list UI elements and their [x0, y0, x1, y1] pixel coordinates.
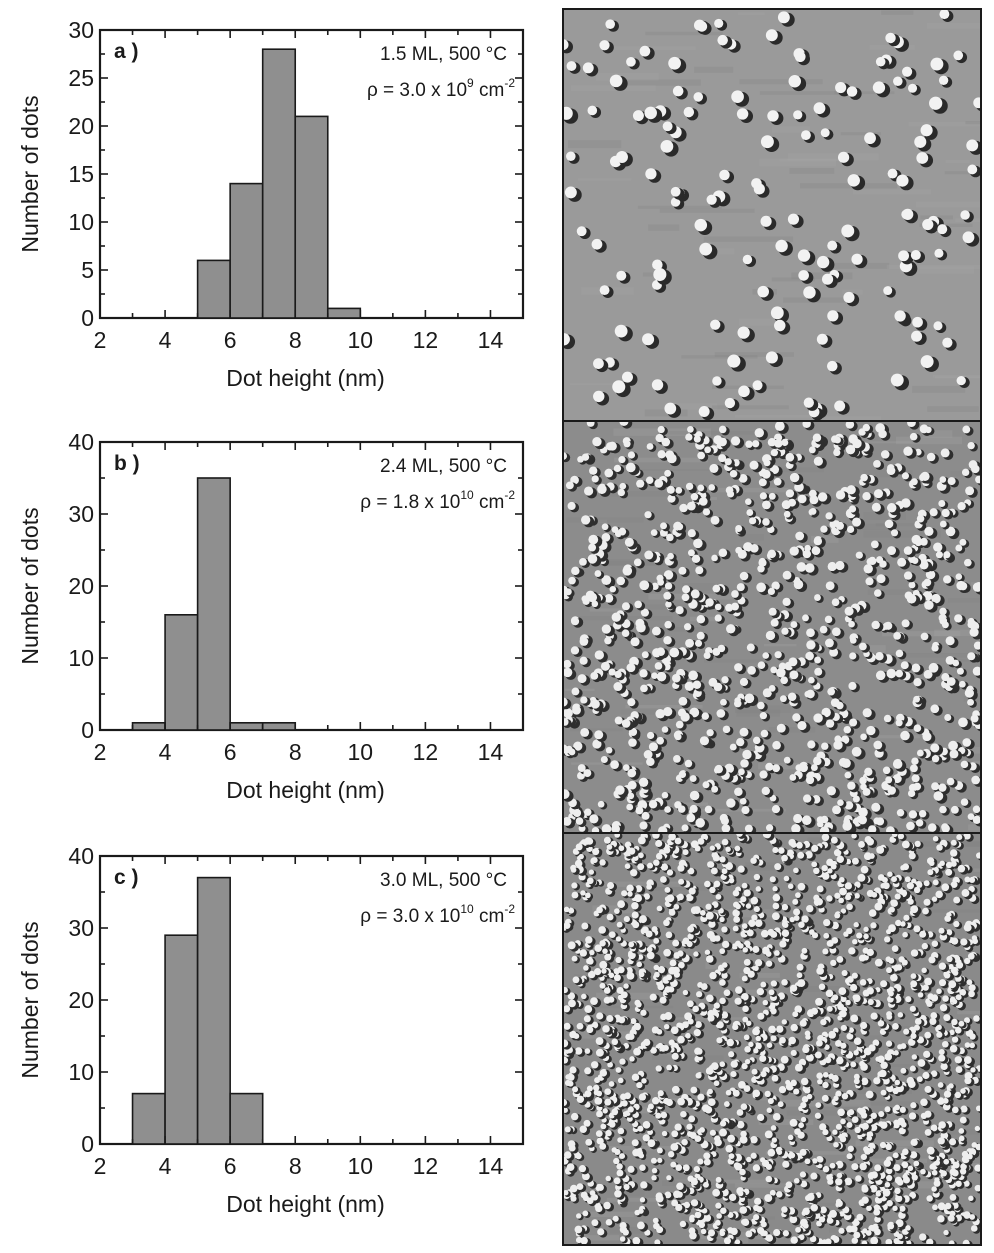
x-axis-title: Dot height (nm) — [226, 365, 385, 391]
afm-image-b — [562, 420, 982, 834]
x-tick-label: 10 — [348, 1153, 374, 1179]
y-axis-title: Number of dots — [17, 507, 43, 664]
histogram-bar — [326, 307, 362, 319]
y-tick-label: 0 — [81, 305, 94, 331]
x-tick-label: 14 — [478, 1153, 504, 1179]
afm-image-column — [562, 8, 982, 1246]
x-tick-label: 12 — [413, 327, 439, 353]
x-tick-label: 6 — [224, 739, 237, 765]
y-tick-label: 30 — [68, 915, 94, 941]
histogram-a: 2 4 6 8 10 12 14 0 5 10 15 20 25 30 Dot height (nm) Num… — [17, 17, 525, 391]
density-value: ρ = 3.0 x 10 — [360, 906, 460, 927]
y-tick-label: 40 — [68, 843, 94, 869]
histogram-b: 2 4 6 8 10 12 14 0 10 20 30 40 Dot height (nm) Number… — [17, 429, 525, 803]
y-tick-label: 0 — [81, 717, 94, 743]
y-tick-label: 20 — [68, 987, 94, 1013]
y-tick-label: 40 — [68, 429, 94, 455]
density-annotation: ρ = 3.0 x 109 cm-2 — [367, 76, 515, 101]
y-tick-label: 0 — [81, 1131, 94, 1157]
histogram-bar — [131, 1092, 166, 1145]
y-tick-label: 10 — [68, 645, 94, 671]
histogram-bar — [261, 48, 297, 319]
density-unit-exponent: -2 — [504, 902, 515, 916]
x-tick-label: 6 — [224, 1153, 237, 1179]
x-tick-label: 8 — [289, 327, 302, 353]
x-tick-label: 4 — [159, 739, 172, 765]
y-tick-label: 5 — [81, 257, 94, 283]
x-tick-label: 8 — [289, 739, 302, 765]
density-exponent: 10 — [460, 902, 474, 916]
condition-annotation: 1.5 ML, 500 °C — [380, 44, 507, 65]
density-unit-exponent: -2 — [504, 488, 515, 502]
x-tick-label: 4 — [159, 1153, 172, 1179]
x-tick-label: 14 — [478, 327, 504, 353]
y-tick-label: 10 — [68, 1059, 94, 1085]
x-tick-label: 12 — [413, 1153, 439, 1179]
histogram-bar — [164, 614, 199, 731]
histogram-column: 2 4 6 8 10 12 14 0 5 10 15 20 25 30 Dot height (nm) Num… — [17, 17, 525, 1217]
x-tick-label: 4 — [159, 327, 172, 353]
density-unit-exponent: -2 — [504, 76, 515, 90]
histogram-bar — [196, 259, 231, 319]
histogram-bar — [164, 934, 199, 1145]
density-value: ρ = 1.8 x 10 — [360, 492, 460, 513]
density-unit: cm — [474, 906, 505, 927]
y-tick-label: 30 — [68, 17, 94, 43]
panel-label: c ) — [114, 866, 139, 889]
histogram-bar — [261, 721, 297, 731]
density-value: ρ = 3.0 x 10 — [367, 80, 467, 101]
x-axis-title: Dot height (nm) — [226, 777, 385, 803]
x-tick-label: 10 — [348, 739, 374, 765]
y-axis-title: Number of dots — [17, 921, 43, 1078]
panel-label: a ) — [114, 40, 139, 63]
x-tick-label: 6 — [224, 327, 237, 353]
histogram-c: 2 4 6 8 10 12 14 0 10 20 30 40 Dot height (nm) Number… — [17, 843, 525, 1217]
histogram-bar — [294, 115, 329, 319]
x-tick-label: 2 — [94, 327, 107, 353]
y-axis-title: Number of dots — [17, 95, 43, 252]
panel-label: b ) — [114, 452, 140, 475]
condition-annotation: 3.0 ML, 500 °C — [380, 870, 507, 891]
y-tick-label: 15 — [68, 161, 94, 187]
histogram-bar — [196, 876, 231, 1145]
x-axis-title: Dot height (nm) — [226, 1191, 385, 1217]
y-tick-label: 30 — [68, 501, 94, 527]
y-tick-label: 20 — [68, 113, 94, 139]
density-exponent: 9 — [467, 76, 474, 90]
afm-image-c — [562, 832, 982, 1246]
histogram-bar — [196, 477, 231, 731]
histogram-bar — [229, 721, 264, 731]
x-tick-label: 8 — [289, 1153, 302, 1179]
x-tick-label: 2 — [94, 1153, 107, 1179]
histogram-bar — [131, 721, 166, 731]
x-tick-label: 14 — [478, 739, 504, 765]
density-exponent: 10 — [460, 488, 474, 502]
x-tick-label: 12 — [413, 739, 439, 765]
y-tick-label: 20 — [68, 573, 94, 599]
histogram-bar — [229, 182, 264, 319]
density-annotation: ρ = 1.8 x 1010 cm-2 — [360, 488, 515, 513]
x-tick-label: 2 — [94, 739, 107, 765]
histogram-bar — [229, 1092, 264, 1145]
density-unit: cm — [474, 80, 505, 101]
x-tick-label: 10 — [348, 327, 374, 353]
plot-frame — [98, 440, 525, 732]
y-tick-label: 25 — [68, 65, 94, 91]
density-annotation: ρ = 3.0 x 1010 cm-2 — [360, 902, 515, 927]
condition-annotation: 2.4 ML, 500 °C — [380, 456, 507, 477]
y-tick-label: 10 — [68, 209, 94, 235]
density-unit: cm — [474, 492, 505, 513]
afm-image-a — [562, 8, 982, 422]
